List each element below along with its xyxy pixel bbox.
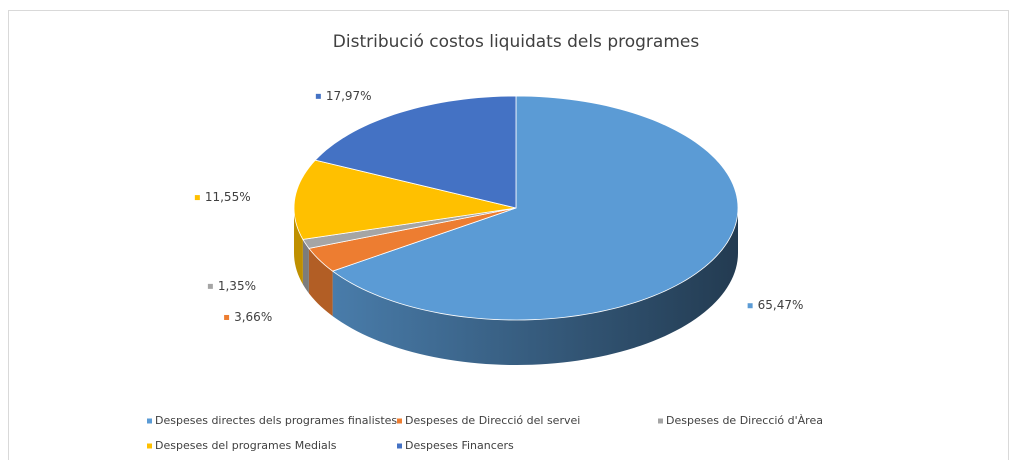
chart-title: Distribució costos liquidats dels progra… bbox=[333, 32, 700, 52]
label-marker bbox=[747, 303, 753, 309]
legend-swatch bbox=[147, 418, 152, 424]
legend-swatch bbox=[397, 443, 402, 449]
legend-label: Despeses de Direcció d'Àrea bbox=[666, 414, 823, 427]
legend-label: Despeses del programes Medials bbox=[155, 439, 337, 452]
data-label: 1,35% bbox=[218, 279, 256, 293]
legend-label: Despeses directes dels programes finalis… bbox=[155, 414, 397, 427]
data-label: 11,55% bbox=[205, 190, 251, 204]
data-label: 3,66% bbox=[234, 310, 272, 324]
pie-side bbox=[308, 248, 333, 317]
label-marker bbox=[224, 314, 230, 320]
pie-slice bbox=[314, 95, 517, 209]
label-marker bbox=[315, 93, 321, 99]
legend-swatch bbox=[658, 418, 663, 424]
pie-side bbox=[332, 208, 738, 365]
pie-slice bbox=[308, 207, 517, 272]
label-marker bbox=[194, 195, 200, 201]
legend-label: Despeses de Direcció del servei bbox=[405, 414, 580, 427]
pie-slice bbox=[293, 159, 517, 240]
data-label: 65,47% bbox=[758, 298, 804, 312]
legend-swatch bbox=[397, 418, 402, 424]
pie-side bbox=[294, 208, 303, 285]
pie-slice bbox=[331, 95, 739, 321]
legend-swatch bbox=[147, 443, 152, 449]
label-marker bbox=[207, 283, 213, 289]
legend-label: Despeses Financers bbox=[405, 439, 514, 452]
data-label: 17,97% bbox=[326, 89, 372, 103]
pie-side bbox=[302, 239, 309, 294]
